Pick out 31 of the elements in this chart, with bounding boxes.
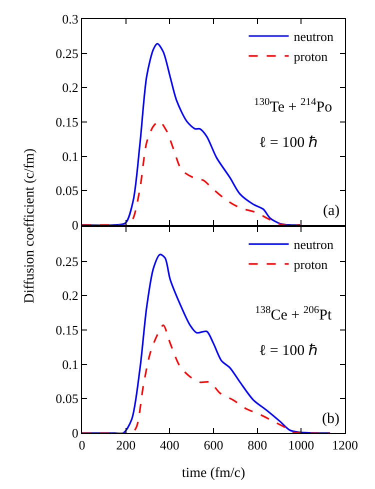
legend-label: neutron [294,237,334,252]
annotation: $^{138}$Ce + $^{206}$Pt [255,305,332,324]
x-tick-label: 400 [160,438,180,453]
y-tick-label: 0.25 [56,254,78,269]
y-tick-label: 0.05 [56,183,78,198]
annotation: ℓ = 100 ℏ [259,135,318,151]
x-tick-label: 1200 [332,438,358,453]
annotation: $^{130}$Te + $^{214}$Po [254,97,332,116]
annotation: ℓ = 100 ℏ [259,343,318,359]
annotation: (a) [323,203,340,219]
legend-label: neutron [294,29,334,44]
y-tick-label: 0.1 [62,356,78,372]
y-tick-label: 0.15 [56,322,78,338]
legend-label: proton [294,48,328,64]
annotation: (b) [322,411,340,427]
x-axis-title: time (fm/c) [182,466,246,481]
x-tick-label: 1000 [288,438,314,453]
y-tick-label: 0.2 [62,288,78,304]
y-tick-label: 0.25 [56,46,78,61]
y-tick-label: 0.15 [56,114,78,130]
legend-label: proton [294,257,328,272]
x-tick-label: 800 [248,438,268,453]
y-axis-title: Diffusion coefficient (c/fm) [22,148,38,304]
y-tick-label: 0.1 [62,148,78,164]
x-tick-label: 200 [116,438,136,453]
y-tick-label: 0 [72,426,78,441]
y-tick-label: 0 [72,218,78,233]
x-tick-label: 600 [204,438,224,453]
y-tick-label: 0.05 [56,391,78,406]
y-tick-label: 0.3 [62,12,78,27]
y-tick-label: 0.2 [62,80,78,96]
